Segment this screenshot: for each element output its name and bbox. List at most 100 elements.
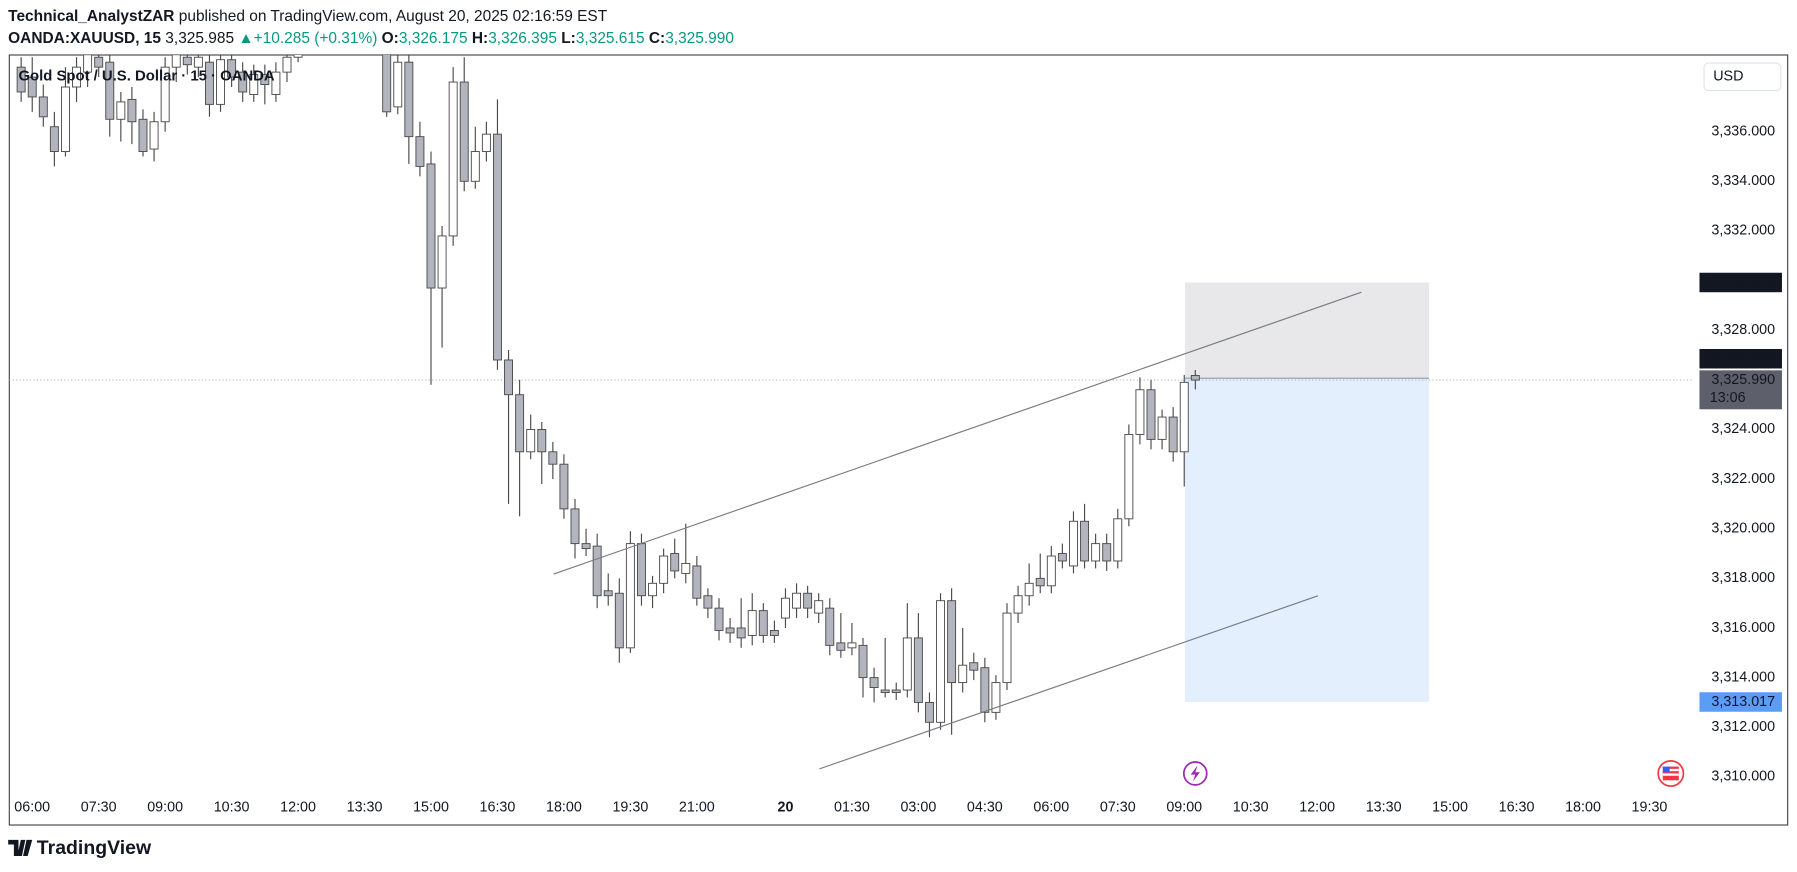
candle-body xyxy=(426,163,436,289)
candle-body xyxy=(227,59,237,78)
x-tick-label: 19:30 xyxy=(1632,800,1668,816)
l-label: L: xyxy=(561,30,576,47)
x-tick-label: 01:30 xyxy=(834,800,870,816)
y-tick-label: 3,310.000 xyxy=(1711,769,1775,785)
candle-body xyxy=(924,701,934,723)
currency: USD xyxy=(1713,69,1743,85)
candle-body xyxy=(459,81,469,182)
candle-body xyxy=(60,86,70,152)
candle-body xyxy=(636,543,646,597)
target-label: 3,329.923 xyxy=(1711,274,1775,290)
candle-body xyxy=(736,627,746,639)
candle-body xyxy=(991,682,1001,713)
candle-body xyxy=(72,66,82,88)
open: 3,326.175 xyxy=(399,30,468,47)
candle-body xyxy=(260,74,270,85)
y-tick-label: 3,334.000 xyxy=(1711,173,1775,189)
x-tick-label: 18:00 xyxy=(1565,800,1601,816)
x-tick-label: 10:30 xyxy=(214,800,250,816)
candle-body xyxy=(138,118,148,152)
last-price-label-box xyxy=(1699,370,1782,410)
candle-body xyxy=(526,429,536,453)
countdown: 13:06 xyxy=(1710,390,1746,406)
y-tick-label: 3,322.000 xyxy=(1711,471,1775,487)
candle-body xyxy=(216,59,226,105)
last-price-label: 3,325.990 xyxy=(1711,372,1775,388)
entry-label: 3,326.065 xyxy=(1711,351,1775,367)
trend-line[interactable] xyxy=(553,291,1362,575)
y-tick-label: 3,320.000 xyxy=(1711,521,1775,537)
y-tick-label: 3,324.000 xyxy=(1711,421,1775,437)
entry-label-box xyxy=(1699,349,1782,369)
candle-body xyxy=(947,600,957,684)
flag-stripe xyxy=(1662,773,1679,776)
candle-body xyxy=(891,689,901,693)
x-tick-label: 07:30 xyxy=(81,800,117,816)
x-tick-label: 13:30 xyxy=(1366,800,1402,816)
candle-body xyxy=(271,71,281,95)
x-tick-label: 03:00 xyxy=(900,800,936,816)
candle-body xyxy=(1057,553,1067,562)
x-tick-label: 15:00 xyxy=(1432,800,1468,816)
candle-body xyxy=(769,630,779,636)
candle-body xyxy=(1024,582,1034,597)
published: published on TradingView.com, August 20,… xyxy=(179,8,608,25)
arrow: ▲ xyxy=(238,30,253,47)
symbol: OANDA:XAUUSD, 15 xyxy=(8,30,161,47)
x-tick-label: 12:00 xyxy=(280,800,316,816)
flag-stripe xyxy=(1662,768,1679,772)
x-tick-label: 15:00 xyxy=(413,800,449,816)
x-tick-label: 09:00 xyxy=(147,800,183,816)
x-tick-label: 18:00 xyxy=(546,800,582,816)
y-tick-label: 3,318.000 xyxy=(1711,570,1775,586)
candle-body xyxy=(1179,381,1189,453)
candle-body xyxy=(581,543,591,550)
candle-body xyxy=(293,55,303,58)
x-tick-label: 12:00 xyxy=(1299,800,1335,816)
candle-body xyxy=(714,607,724,631)
chart-frame xyxy=(8,54,1789,826)
candle-body xyxy=(659,555,669,584)
trend-line[interactable] xyxy=(819,595,1319,770)
candle-body xyxy=(492,133,502,361)
candle-body xyxy=(1135,389,1145,435)
candle-body xyxy=(27,76,37,98)
candle-body xyxy=(1080,520,1090,562)
author[interactable]: Technical_AnalystZAR xyxy=(8,8,174,25)
candle-body xyxy=(1168,416,1178,453)
event-bolt xyxy=(1190,765,1200,782)
candle-body xyxy=(703,595,713,609)
symbol-line: OANDA:XAUUSD, 15 3,325.985 ▲+10.285 (+0.… xyxy=(8,30,734,47)
candle-body xyxy=(625,543,635,649)
candle-body xyxy=(160,66,170,123)
candle-body xyxy=(869,677,879,689)
currency-box[interactable] xyxy=(1703,62,1782,92)
y-tick-label: 3,314.000 xyxy=(1711,669,1775,685)
candle-body xyxy=(902,637,912,691)
y-tick-label: 3,328.000 xyxy=(1711,322,1775,338)
y-tick-label: 3,316.000 xyxy=(1711,620,1775,636)
candle-body xyxy=(415,136,425,167)
candle-body xyxy=(570,508,580,545)
candle-body xyxy=(470,151,480,182)
candle-body xyxy=(404,61,414,138)
candle-body xyxy=(1190,375,1200,381)
candle-body xyxy=(913,637,923,703)
candle-body xyxy=(116,101,126,120)
o-label: O: xyxy=(382,30,399,47)
candle-body xyxy=(692,565,702,599)
candle-body xyxy=(1091,543,1101,562)
c-label: C: xyxy=(649,30,665,47)
candle-body xyxy=(648,582,658,597)
x-tick-label: 06:00 xyxy=(14,800,50,816)
candle-body xyxy=(1002,612,1012,684)
candle-body xyxy=(149,121,159,150)
candle-body xyxy=(38,96,48,118)
candle-body xyxy=(681,563,691,574)
logo-mark xyxy=(8,839,33,856)
brand[interactable]: TradingView xyxy=(37,837,152,859)
candle-body xyxy=(171,55,181,68)
x-tick-label: 13:30 xyxy=(347,800,383,816)
candle-body xyxy=(182,56,192,66)
